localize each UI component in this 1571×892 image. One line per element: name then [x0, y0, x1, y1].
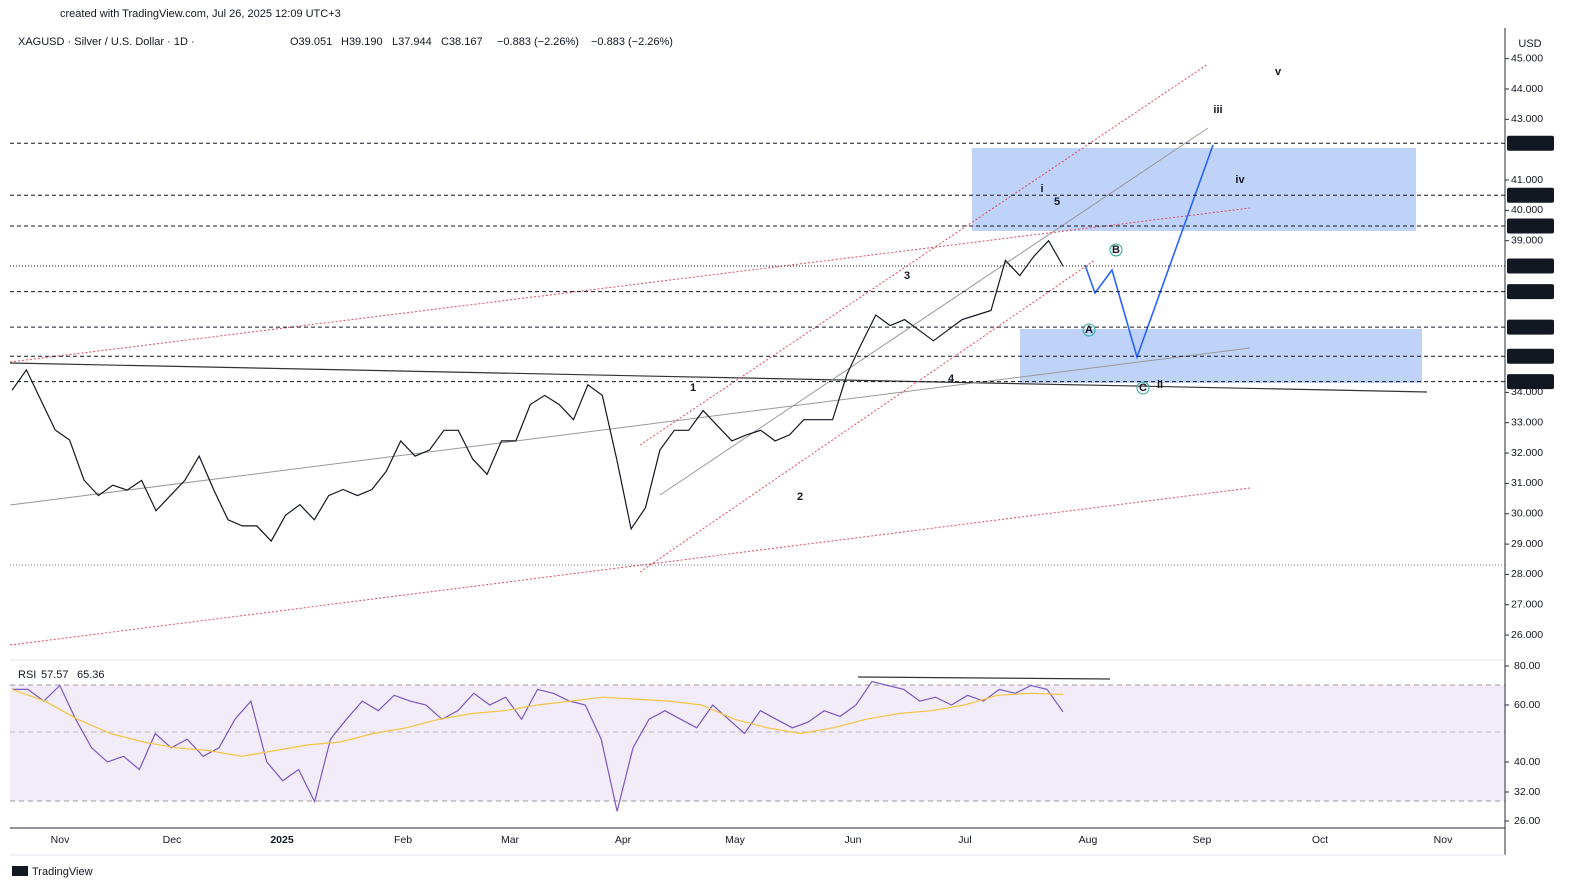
- wave-circle: [1082, 323, 1096, 337]
- symbol: XAGUSD · Silver / U.S. Dollar · 1D ·: [18, 36, 195, 48]
- y-tick-label: 39.000: [1511, 234, 1543, 246]
- y-tick-label: 26.000: [1511, 629, 1543, 641]
- wave-label: 4: [948, 373, 955, 385]
- y-tick-label: 30.000: [1511, 508, 1543, 520]
- channel-line: [9, 207, 1251, 363]
- trend-line: [9, 347, 1251, 506]
- rsi-tick-label: 80.00: [1514, 660, 1540, 672]
- y-tick-label: 31.000: [1511, 477, 1543, 489]
- x-tick-label: Jun: [845, 834, 862, 846]
- price-tag: [1507, 319, 1554, 335]
- wave-label: iii: [1213, 104, 1222, 116]
- rsi-legend-value: 57.57: [41, 669, 69, 681]
- ohlc-value: H39.190: [341, 36, 383, 48]
- x-tick-label: Jul: [958, 834, 971, 846]
- price-tag: [1507, 348, 1554, 364]
- y-tick-label: 28.000: [1511, 568, 1543, 580]
- price-tag-label: 37.322: [1514, 286, 1548, 298]
- ohlc-value: O39.051: [290, 36, 332, 48]
- price-tag-label: 42.211: [1514, 137, 1547, 149]
- ohlc-value: −0.883 (−2.26%): [591, 36, 673, 48]
- rsi-trend-line: [857, 676, 1111, 680]
- channel-line: [9, 487, 1251, 646]
- wave-label: 3: [904, 270, 910, 282]
- logo-icon: [12, 866, 28, 876]
- zone-upper: [972, 148, 1416, 231]
- x-tick-label: Aug: [1079, 834, 1098, 846]
- price-tag: [1507, 374, 1554, 390]
- price-tag-label: 35.191: [1514, 350, 1548, 362]
- wave-label: v: [1275, 66, 1282, 78]
- x-tick-label: Mar: [501, 834, 520, 846]
- price-tag: [1507, 218, 1554, 234]
- y-tick-label: 44.000: [1511, 83, 1543, 95]
- ohlc-value: L37.944: [392, 36, 432, 48]
- price-tag: [1507, 187, 1554, 203]
- wave-label: i: [1040, 183, 1043, 195]
- wave-label: B: [1112, 244, 1120, 256]
- y-tick-label: 27.000: [1511, 599, 1543, 611]
- ohlc-value: C38.167: [441, 36, 483, 48]
- wave-label: iv: [1235, 174, 1245, 186]
- y-tick-label: 41.000: [1511, 174, 1543, 186]
- x-tick-label: Nov: [1434, 834, 1453, 846]
- series-line: [12, 680, 1064, 812]
- wave-circle: [1109, 243, 1123, 257]
- x-tick-label: Oct: [1312, 834, 1328, 846]
- rsi-title: RSI: [18, 669, 36, 681]
- wave-label: 1: [690, 382, 696, 394]
- y-tick-label: 34.000: [1511, 386, 1543, 398]
- wave-label: A: [1085, 324, 1093, 336]
- series-line: [11, 239, 1064, 543]
- rsi-tick-label: 40.00: [1514, 756, 1540, 768]
- x-tick-label: 2025: [270, 834, 294, 846]
- trend-line: [9, 362, 1428, 393]
- price-tag: [1507, 258, 1554, 274]
- wave-circle: [1136, 381, 1150, 395]
- rsi-tick-label: 60.00: [1514, 699, 1540, 711]
- watermark: created with TradingView.com, Jul 26, 20…: [60, 8, 341, 20]
- series-line: [11, 688, 1064, 757]
- y-tick-label: 33.000: [1511, 417, 1543, 429]
- projection-path: [1084, 144, 1214, 360]
- wave-label: 2: [797, 491, 803, 503]
- rsi-tick-label: 26.00: [1514, 815, 1540, 827]
- wave-label: ii: [1157, 379, 1163, 391]
- x-tick-label: Nov: [51, 834, 70, 846]
- price-tag: [1507, 284, 1554, 300]
- y-tick-label: 40.000: [1511, 204, 1543, 216]
- x-tick-label: May: [725, 834, 746, 846]
- wave-label: C: [1139, 382, 1147, 394]
- ohlc-value: −0.883 (−2.26%): [497, 36, 579, 48]
- logo: TradingView: [32, 866, 93, 878]
- wave-label: 5: [1054, 196, 1060, 208]
- y-tick-label: 29.000: [1511, 538, 1543, 550]
- y-tick-label: 32.000: [1511, 447, 1543, 459]
- x-tick-label: Feb: [394, 834, 412, 846]
- x-tick-label: Dec: [163, 834, 182, 846]
- rsi-tick-label: 32.00: [1514, 786, 1540, 798]
- x-tick-label: Sep: [1193, 834, 1212, 846]
- price-tag: [1507, 135, 1554, 151]
- currency: USD: [1518, 38, 1541, 50]
- price-tag-label: 39.486: [1514, 220, 1548, 232]
- x-tick-label: Apr: [615, 834, 632, 846]
- y-tick-label: 43.000: [1511, 113, 1543, 125]
- rsi-legend-value: 65.36: [77, 669, 105, 681]
- price-tag-label: 38.167: [1514, 260, 1548, 272]
- rsi-band: [10, 685, 1505, 801]
- price-tag-label: 36.152: [1514, 321, 1548, 333]
- y-tick-label: 45.000: [1511, 52, 1543, 64]
- price-tag-label: 40.498: [1514, 189, 1548, 201]
- price-tag-label: 34.355: [1514, 376, 1548, 388]
